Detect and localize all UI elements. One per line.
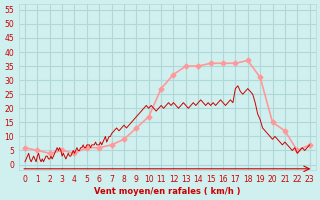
X-axis label: Vent moyen/en rafales ( km/h ): Vent moyen/en rafales ( km/h ) [94, 187, 241, 196]
